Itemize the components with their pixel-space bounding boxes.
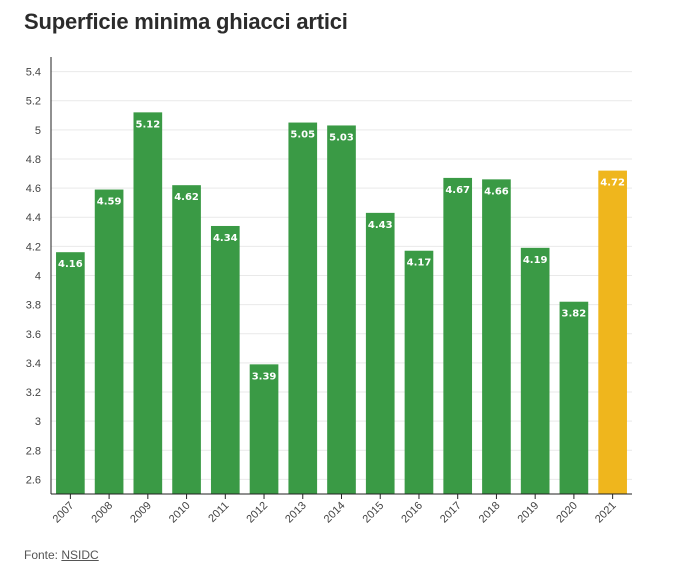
y-tick-label: 3.6: [26, 329, 41, 341]
bar-2016: [404, 250, 434, 494]
source-label: Fonte:: [24, 548, 59, 562]
bar-2015: [365, 212, 395, 494]
x-tick-label: 2021: [593, 500, 619, 526]
x-tick-label: 2015: [361, 500, 387, 526]
data-label-2018: 4.66: [484, 186, 509, 197]
y-tick-label: 4.8: [26, 154, 41, 166]
y-tick-label: 4: [35, 271, 41, 283]
x-tick-label: 2012: [244, 500, 270, 526]
data-label-2012: 3.39: [252, 371, 277, 382]
y-tick-label: 5.4: [26, 67, 41, 79]
data-labels: 4.16 4.59 5.12 4.62 4.34 3.39 5.05 5.03 4.43 4.17…: [58, 119, 625, 382]
x-tick-label: 2007: [51, 500, 77, 526]
data-label-2014: 5.03: [329, 132, 354, 143]
y-tick-label: 2.8: [26, 445, 41, 457]
x-tick-label: 2020: [554, 500, 580, 526]
x-tick-label: 2016: [399, 500, 425, 526]
y-tick-label: 5.2: [26, 96, 41, 108]
y-tick-label: 4.6: [26, 183, 41, 195]
bar-2007: [56, 252, 85, 494]
bar-2009: [133, 112, 163, 494]
data-label-2007: 4.16: [58, 259, 83, 270]
x-tick-label: 2019: [515, 500, 541, 526]
source-link[interactable]: NSIDC: [61, 548, 99, 562]
bars: [56, 112, 627, 495]
y-tick-label: 3.4: [26, 358, 41, 370]
x-tick-label: 2017: [438, 500, 464, 526]
y-tick-label: 4.2: [26, 241, 41, 253]
bar-2010: [172, 185, 201, 495]
data-label-2011: 4.34: [213, 233, 238, 244]
x-tick-label: 2008: [89, 500, 115, 526]
bar-2012: [249, 364, 279, 494]
x-tick-label: 2010: [167, 500, 193, 526]
data-label-2009: 5.12: [135, 119, 160, 130]
y-tick-label: 2.6: [26, 474, 41, 486]
bar-2013: [288, 122, 318, 495]
data-label-2019: 4.19: [523, 255, 548, 266]
y-tick-label: 3.8: [26, 300, 41, 312]
bar-2019: [520, 247, 550, 494]
x-tick-label: 2014: [322, 500, 348, 526]
data-label-2020: 3.82: [562, 309, 587, 320]
x-tick-label: 2013: [283, 500, 309, 526]
data-label-2021: 4.72: [600, 178, 625, 189]
y-tick-label: 3: [35, 416, 41, 428]
data-label-2015: 4.43: [368, 220, 393, 231]
data-label-2016: 4.17: [407, 258, 432, 269]
y-tick-label: 5: [35, 125, 41, 137]
data-label-2008: 4.59: [97, 197, 122, 208]
data-label-2017: 4.67: [445, 185, 470, 196]
source-footer: Fonte: NSIDC: [24, 548, 99, 562]
x-tick-label: 2009: [128, 500, 154, 526]
bar-2021: [598, 170, 627, 494]
bar-2014: [327, 125, 356, 495]
bar-2020: [559, 301, 589, 494]
bar-2011: [210, 225, 240, 494]
data-label-2010: 4.62: [174, 192, 199, 203]
bar-2008: [94, 189, 124, 494]
y-tick-label: 3.2: [26, 387, 41, 399]
bar-2018: [482, 179, 511, 495]
bar-2017: [443, 177, 473, 495]
x-tick-label: 2011: [206, 500, 231, 525]
x-tick-label: 2018: [477, 500, 503, 526]
y-tick-label: 4.4: [26, 212, 41, 224]
chart-title: Superficie minima ghiacci artici: [24, 9, 348, 34]
data-label-2013: 5.05: [290, 130, 315, 141]
